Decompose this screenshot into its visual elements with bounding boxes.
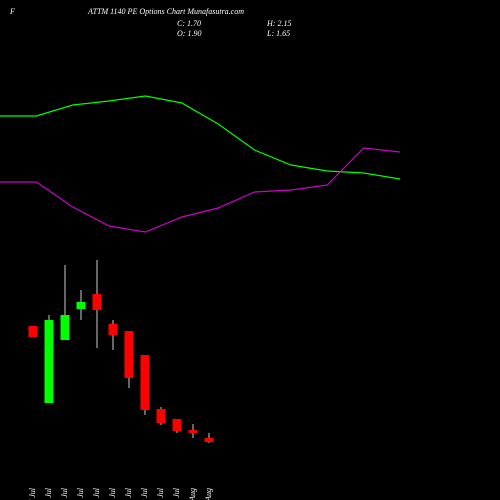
candle-body [124,331,134,378]
candle-body [108,324,118,335]
x-tick-label: 28 Jul [124,487,133,500]
x-tick-label: 31 Jul [172,487,181,500]
candle-body [44,320,54,403]
close-label: C: 1.70 [177,19,201,28]
x-tick-label: 23 Jul [76,487,85,500]
candle-body [156,409,166,423]
x-tick-label: 30 Jul [156,487,165,500]
indicator-line [0,95,401,180]
candle-body [172,419,182,431]
x-tick-label: 24 Jul [92,487,101,500]
x-tick-label: 29 Jul [140,487,149,500]
high-label: H: 2.15 [266,19,291,28]
candle-body [140,355,150,410]
candle-body [60,315,70,340]
header-prefix: F [9,7,15,16]
chart-title: ATTM 1140 PE Options Chart Munafasutra.c… [87,7,244,16]
x-tick-label: 22 Jul [60,487,69,500]
candle-body [28,326,38,337]
candle-body [188,430,198,433]
x-tick-label: 01 Aug [188,488,197,500]
x-tick-label: 04 Aug [204,488,213,500]
candle-body [204,438,214,442]
indicator-line [0,147,401,233]
low-label: L: 1.65 [266,29,290,38]
x-tick-label: 25 Jul [108,487,117,500]
x-tick-label: 21 Jul [44,487,53,500]
candle-body [76,302,86,309]
open-label: O: 1.90 [177,29,201,38]
candle-body [92,294,102,310]
x-tick-label: 17 Jul [28,487,37,500]
